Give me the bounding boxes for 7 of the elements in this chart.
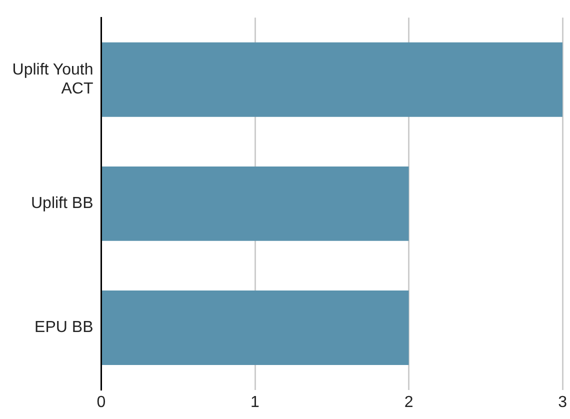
y-tick-label: Uplift Youth ACT: [12, 61, 94, 98]
x-tick-label: 3: [558, 394, 568, 411]
y-tick-label: EPU BB: [34, 319, 94, 336]
x-tick-label: 2: [404, 394, 414, 411]
x-tick-label: 1: [250, 394, 260, 411]
y-tick-label: Uplift BB: [30, 195, 94, 212]
x-tick-label: 0: [96, 394, 106, 411]
